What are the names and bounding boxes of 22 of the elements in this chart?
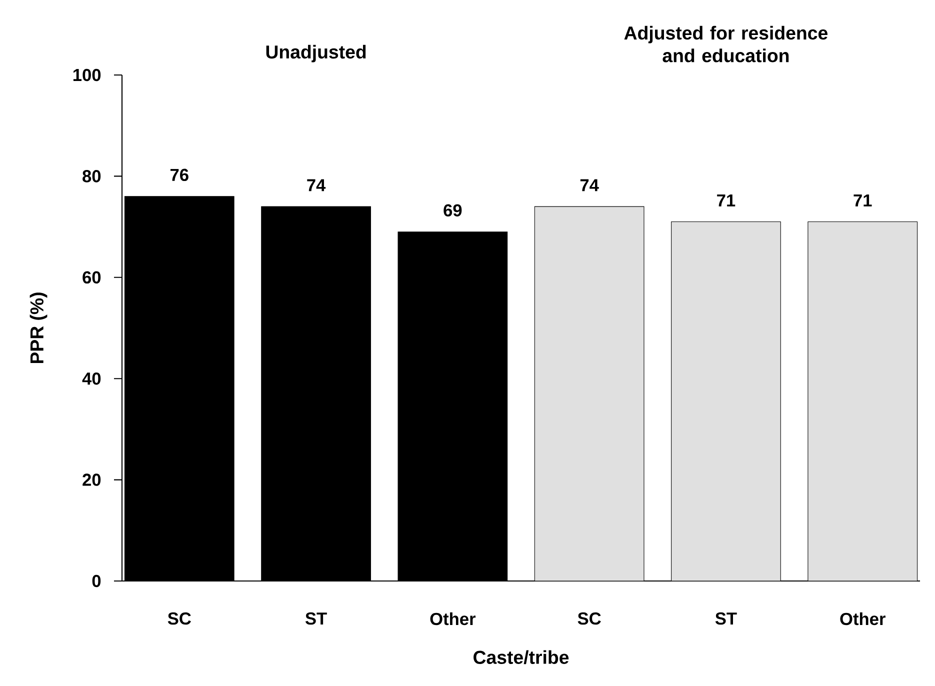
- data-label: 74: [580, 179, 599, 192]
- y-tick-label: 0: [92, 574, 101, 588]
- data-label: 69: [444, 204, 462, 216]
- data-label: 74: [307, 179, 326, 192]
- y-tick-label: 80: [82, 170, 101, 182]
- y-tick-label: 100: [73, 68, 101, 82]
- x-tick-label: SC: [578, 612, 601, 625]
- data-label: 71: [854, 194, 872, 206]
- x-tick-label: Other: [430, 612, 476, 626]
- x-tick-label: Other: [840, 612, 886, 626]
- data-label: 76: [170, 168, 188, 182]
- x-tick-label: ST: [715, 612, 737, 625]
- y-tick-label: 20: [82, 474, 101, 486]
- y-tick-label: 60: [82, 271, 101, 284]
- text: Adjusted for residence and education: [624, 26, 828, 62]
- x-tick-label: SC: [168, 612, 191, 625]
- x-axis-title: Caste/tribe: [474, 650, 569, 664]
- y-axis-title: PPR (%): [30, 292, 48, 364]
- data-label: 71: [717, 194, 736, 206]
- text: Unadjusted: [266, 44, 366, 62]
- x-tick-label: ST: [305, 612, 327, 625]
- y-tick-label: 40: [82, 372, 101, 385]
